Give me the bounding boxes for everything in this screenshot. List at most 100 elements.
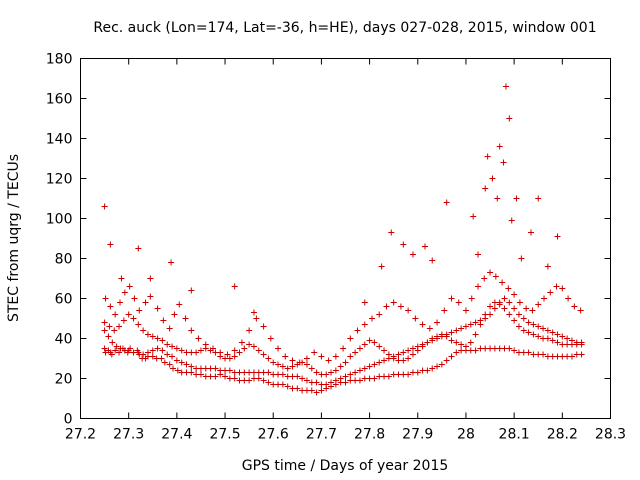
data-point — [279, 371, 286, 378]
data-point — [118, 275, 125, 282]
y-tick-label: 60 — [55, 292, 73, 308]
x-tick-label: 28.1 — [499, 427, 530, 443]
data-point — [342, 379, 349, 386]
data-point — [462, 307, 469, 314]
data-point — [429, 257, 436, 264]
data-point — [188, 287, 195, 294]
data-point — [429, 365, 436, 372]
data-point — [414, 369, 421, 376]
data-point — [131, 295, 138, 302]
data-point — [253, 315, 260, 322]
y-tick-label: 20 — [55, 372, 73, 388]
data-point — [520, 315, 527, 322]
data-point — [448, 329, 455, 336]
data-point — [107, 241, 114, 248]
data-point — [541, 295, 548, 302]
data-point — [441, 307, 448, 314]
data-point — [434, 333, 441, 340]
data-point — [112, 311, 119, 318]
data-point — [135, 349, 142, 356]
data-point — [101, 319, 108, 326]
data-point — [170, 365, 177, 372]
data-point — [511, 291, 518, 298]
data-point — [424, 367, 431, 374]
y-tick-label: 180 — [46, 52, 73, 68]
data-point — [188, 363, 195, 370]
y-axis-ticks: 0 20 40 60 80 100 120 140 160 180 — [46, 52, 611, 428]
data-point — [178, 359, 185, 366]
data-point — [511, 317, 518, 324]
data-point — [487, 269, 494, 276]
data-point — [458, 325, 465, 332]
data-point — [168, 259, 175, 266]
data-point — [385, 351, 392, 358]
data-point — [506, 299, 513, 306]
data-point — [238, 339, 245, 346]
data-point — [270, 359, 277, 366]
data-point — [438, 361, 445, 368]
data-point — [419, 321, 426, 328]
data-point — [182, 315, 189, 322]
data-point — [299, 375, 306, 382]
data-point — [144, 331, 151, 338]
data-point — [494, 195, 501, 202]
data-point — [397, 303, 404, 310]
data-point — [376, 311, 383, 318]
data-point — [506, 345, 513, 352]
data-point — [369, 315, 375, 322]
data-point — [135, 245, 142, 252]
data-point — [188, 369, 195, 376]
data-point — [109, 339, 116, 346]
data-point — [197, 347, 204, 354]
data-point — [342, 373, 349, 380]
data-point — [559, 285, 566, 292]
data-point — [443, 199, 450, 206]
data-point — [482, 185, 489, 192]
data-point — [412, 315, 419, 322]
data-point — [102, 295, 109, 302]
chart-title: Rec. auck (Lon=174, Lat=-36, h=HE), days… — [93, 20, 596, 36]
data-point — [125, 347, 132, 354]
data-point — [508, 217, 515, 224]
data-point — [511, 347, 518, 354]
data-point — [491, 299, 498, 306]
data-point — [195, 335, 202, 342]
data-point — [126, 283, 133, 290]
data-point — [443, 357, 450, 364]
data-point — [547, 289, 554, 296]
data-point — [540, 351, 547, 358]
data-point — [313, 379, 320, 386]
data-point — [101, 203, 108, 210]
data-point — [105, 333, 112, 340]
data-point — [429, 335, 436, 342]
data-point — [568, 353, 575, 360]
data-point — [121, 289, 128, 296]
data-point — [462, 343, 469, 350]
data-point — [101, 345, 108, 352]
x-axis-label: GPS time / Days of year 2015 — [242, 458, 449, 474]
x-tick-label: 27.8 — [354, 427, 385, 443]
data-point — [265, 355, 272, 362]
data-point — [453, 349, 460, 356]
data-point — [265, 369, 272, 376]
data-point — [294, 373, 301, 380]
data-point — [371, 375, 378, 382]
data-point — [482, 311, 489, 318]
data-point — [101, 327, 108, 334]
data-point — [202, 341, 209, 348]
data-point — [260, 377, 267, 384]
data-point — [169, 343, 176, 350]
data-point — [147, 293, 154, 300]
data-point — [173, 357, 180, 364]
x-tick-label: 28.2 — [547, 427, 578, 443]
data-point — [142, 299, 149, 306]
data-point — [484, 153, 491, 160]
data-point — [169, 353, 176, 360]
data-point — [260, 351, 267, 358]
data-point — [275, 345, 282, 352]
data-point — [164, 341, 171, 348]
data-point — [303, 377, 310, 384]
data-point — [173, 345, 180, 352]
data-point — [231, 347, 238, 354]
